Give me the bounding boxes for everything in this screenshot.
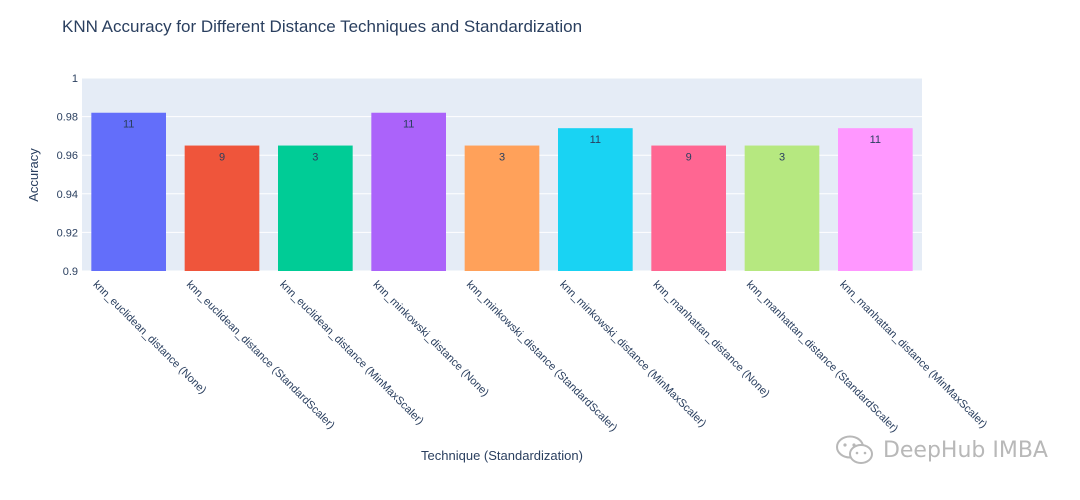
y-tick-labels: 0.9 0.92 0.94 0.96 0.98 1 (57, 73, 78, 278)
bar-data-label: 9 (686, 152, 692, 164)
bar (838, 128, 913, 271)
y-tick-label: 0.92 (57, 227, 78, 239)
bars (91, 112, 913, 272)
bar-labels: 11 9 3 11 3 11 9 3 11 (123, 119, 881, 164)
y-tick-label: 0.94 (57, 189, 78, 201)
bar-data-label: 11 (870, 134, 881, 146)
x-tick-label: knn_minkowski_distance (MinMaxScaler) (557, 279, 708, 430)
chart-title: KNN Accuracy for Different Distance Tech… (62, 17, 582, 36)
bar (464, 145, 540, 271)
y-tick-label: 0.98 (57, 112, 78, 124)
bar (558, 128, 633, 271)
bar-data-label: 3 (312, 152, 318, 164)
bar-data-label: 11 (403, 119, 414, 131)
x-axis-title: Technique (Standardization) (421, 448, 583, 463)
x-tick-label: knn_manhattan_distance (MinMaxScaler) (837, 279, 989, 431)
bar (184, 145, 260, 271)
bar-data-label: 3 (779, 152, 785, 164)
x-tick-label: knn_euclidean_distance (StandardScaler) (184, 279, 337, 432)
y-tick-label: 1 (72, 73, 78, 85)
bar (651, 145, 726, 271)
x-tick-label: knn_euclidean_distance (None) (91, 279, 209, 397)
watermark: DeepHub IMBA (835, 434, 1048, 466)
y-axis-title: Accuracy (26, 148, 41, 202)
bar (371, 112, 446, 272)
bar-data-label: 11 (590, 134, 601, 146)
y-tick-label: 0.96 (57, 150, 78, 162)
x-tick-label: knn_minkowski_distance (StandardScaler) (464, 279, 619, 434)
y-tick-label: 0.9 (63, 266, 78, 278)
bar-data-label: 3 (499, 152, 505, 164)
bar (278, 145, 353, 271)
bar-data-label: 11 (123, 119, 134, 131)
bar (744, 145, 820, 271)
bar (91, 112, 166, 272)
x-tick-label: knn_euclidean_distance (MinMaxScaler) (277, 279, 426, 428)
wechat-icon (835, 435, 873, 464)
bar-data-label: 9 (219, 152, 225, 164)
x-tick-labels: knn_euclidean_distance (None)knn_euclide… (91, 279, 990, 435)
x-tick-label: knn_manhattan_distance (StandardScaler) (744, 279, 900, 435)
watermark-text: DeepHub IMBA (882, 437, 1048, 463)
